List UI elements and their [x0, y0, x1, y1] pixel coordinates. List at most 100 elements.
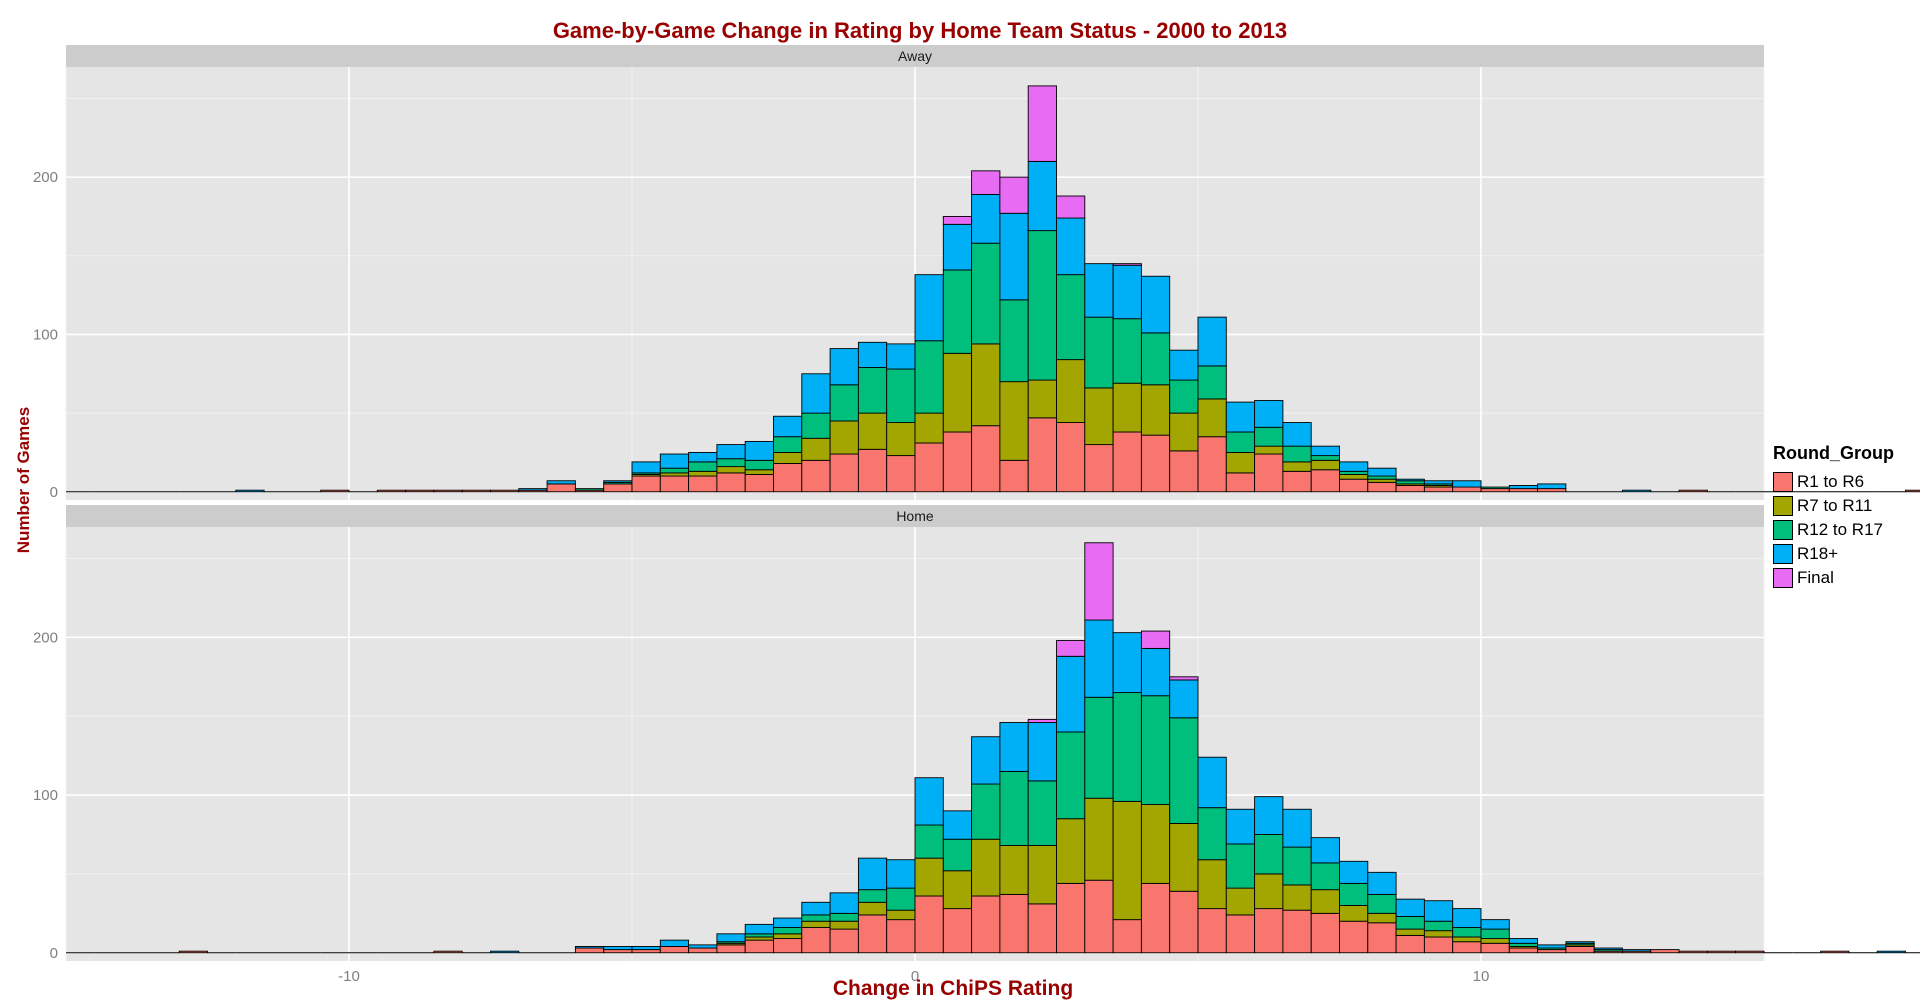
histogram-bar: [1650, 949, 1680, 954]
histogram-bar: [1537, 944, 1567, 949]
histogram-bar: [1706, 950, 1737, 954]
histogram-bar: [999, 381, 1029, 461]
histogram-bar: [1027, 160, 1057, 232]
histogram-bar: [857, 901, 888, 916]
histogram-bar: [971, 343, 1001, 427]
histogram-bar: [1423, 486, 1454, 493]
legend: Round_Group R1 to R6 R7 to R11 R12 to R17 R…: [1773, 443, 1894, 590]
histogram-bar: [999, 212, 1029, 301]
histogram-bar: [773, 938, 803, 954]
histogram-bar: [688, 451, 718, 463]
histogram-bar: [1622, 489, 1652, 493]
histogram-bar: [1056, 274, 1086, 361]
histogram-bar: [518, 488, 548, 491]
histogram-bar: [1339, 478, 1369, 493]
histogram-bar: [1565, 941, 1595, 944]
histogram-bar: [1395, 480, 1425, 485]
legend-swatch: [1773, 544, 1793, 564]
legend-label: R7 to R11: [1797, 496, 1873, 515]
histogram-bar: [716, 466, 746, 474]
histogram-bar: [1508, 938, 1539, 944]
histogram-bar: [1480, 919, 1510, 930]
histogram-bar: [659, 467, 690, 474]
histogram-bar: [1282, 808, 1312, 848]
histogram-bar: [942, 431, 973, 493]
histogram-bar: [1452, 480, 1482, 488]
histogram-bar: [1112, 800, 1142, 921]
histogram-bar: [1056, 655, 1086, 733]
histogram-bar: [631, 461, 661, 474]
histogram-bar: [178, 950, 208, 954]
histogram-bar: [829, 920, 859, 930]
legend-label: R1 to R6: [1797, 472, 1865, 491]
histogram-bar: [1339, 461, 1369, 472]
histogram-bar: [1225, 431, 1256, 453]
chart-title: Game-by-Game Change in Rating by Home Te…: [552, 18, 1288, 43]
histogram-bar: [1282, 422, 1312, 447]
histogram-bar: [1254, 908, 1284, 954]
legend-item: Final: [1773, 566, 1894, 590]
facet-strip-label: Home: [896, 508, 934, 524]
histogram-bar: [1339, 882, 1369, 906]
y-tick-label: 100: [33, 326, 58, 343]
histogram-bar: [546, 480, 576, 485]
histogram-bar: [1905, 489, 1920, 493]
histogram-bar: [1056, 640, 1086, 657]
histogram-bar: [1480, 486, 1510, 490]
histogram-bar: [1056, 217, 1086, 276]
legend-swatch: [1773, 496, 1793, 516]
histogram-bar: [744, 936, 774, 941]
histogram-bar: [829, 384, 859, 422]
histogram-bar: [1027, 780, 1057, 846]
histogram-bar: [1084, 797, 1114, 881]
histogram-bar: [490, 950, 520, 954]
histogram-bar: [914, 824, 944, 859]
histogram-bar: [886, 368, 916, 424]
histogram-bar: [801, 373, 831, 414]
histogram-bar: [1395, 916, 1425, 930]
histogram-bar: [1140, 882, 1171, 954]
histogram-bar: [1197, 756, 1227, 809]
histogram-bar: [942, 810, 973, 840]
histogram-bar: [1027, 85, 1057, 162]
histogram-bar: [716, 944, 746, 954]
histogram-bar: [857, 412, 888, 450]
histogram-bar: [971, 783, 1001, 840]
histogram-bar: [1027, 722, 1057, 782]
histogram-bar: [1197, 807, 1227, 861]
histogram-bar: [1140, 647, 1171, 697]
histogram-bar: [1508, 942, 1539, 947]
histogram-bar: [999, 299, 1029, 383]
histogram-bar: [914, 777, 944, 826]
histogram-bar: [1225, 451, 1256, 474]
histogram-bar: [857, 889, 888, 903]
histogram-bar: [1310, 445, 1340, 457]
facet-strip-label: Away: [898, 48, 932, 64]
histogram-bar: [1395, 928, 1425, 936]
histogram-bar: [942, 269, 973, 354]
histogram-bar: [1140, 804, 1171, 884]
histogram-bar: [1367, 912, 1397, 924]
histogram-bar: [1310, 837, 1340, 864]
histogram-bar: [773, 415, 803, 438]
histogram-bar: [744, 923, 774, 935]
histogram-bar: [1225, 843, 1256, 889]
histogram-bar: [1084, 879, 1114, 954]
histogram-bar: [688, 475, 718, 493]
histogram-bar: [744, 469, 774, 475]
histogram-bar: [1537, 949, 1567, 954]
histogram-bar: [1084, 387, 1114, 446]
x-axis-title: Change in ChiPS Rating: [832, 977, 1074, 1000]
histogram-bar: [744, 474, 774, 493]
histogram-bar: [1140, 275, 1171, 334]
histogram-bar: [801, 437, 831, 461]
histogram-bar: [603, 483, 633, 493]
histogram-bar: [1310, 469, 1340, 493]
histogram-bar: [999, 722, 1029, 772]
histogram-bar: [1282, 884, 1312, 911]
histogram-bar: [801, 412, 831, 439]
histogram-bar: [1339, 920, 1369, 954]
histogram-bar: [942, 908, 973, 954]
